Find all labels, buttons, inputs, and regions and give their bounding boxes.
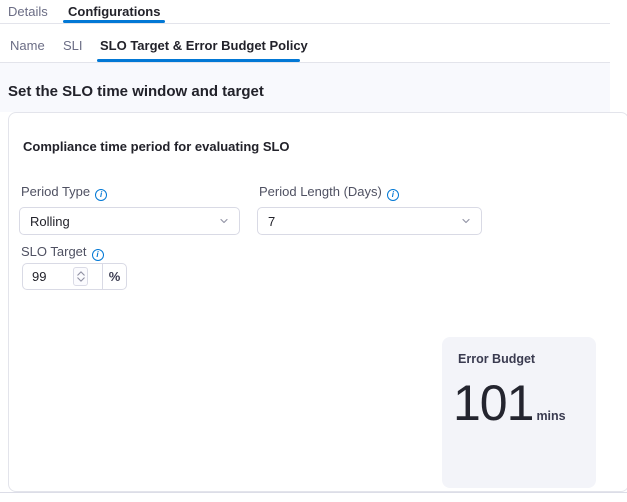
info-icon[interactable]: i	[91, 249, 104, 261]
error-budget-card: Error Budget 101 mins	[442, 337, 596, 488]
period-type-select[interactable]: Rolling	[19, 207, 240, 235]
period-length-label-text: Period Length (Days)	[259, 184, 382, 199]
error-budget-value-row: 101 mins	[453, 363, 566, 443]
error-budget-value: 101	[453, 375, 534, 431]
compliance-heading: Compliance time period for evaluating SL…	[23, 139, 290, 154]
error-budget-label: Error Budget	[458, 352, 536, 366]
number-stepper[interactable]	[73, 267, 88, 286]
slo-target-input[interactable]	[23, 269, 71, 284]
error-budget-unit: mins	[536, 409, 566, 423]
section-heading-band	[0, 63, 610, 112]
tab-sli[interactable]: SLI	[63, 38, 83, 53]
info-icon[interactable]: i	[386, 189, 399, 201]
caret-down-icon	[76, 277, 85, 282]
slo-target-input-group: %	[22, 263, 127, 290]
active-tab-indicator-secondary	[97, 59, 300, 62]
page-title: Set the SLO time window and target	[8, 83, 264, 100]
chevron-down-icon	[460, 215, 472, 227]
active-tab-indicator-primary	[63, 20, 165, 23]
info-icon[interactable]: i	[95, 189, 108, 201]
period-length-label: Period Length (Days) i	[259, 184, 399, 201]
tab-name[interactable]: Name	[10, 38, 45, 53]
bottom-divider	[0, 492, 627, 493]
subtab-row-divider	[0, 62, 610, 63]
slo-time-window-card: Compliance time period for evaluating SL…	[8, 112, 627, 492]
percent-suffix: %	[102, 264, 126, 289]
slo-target-label-text: SLO Target	[21, 244, 87, 259]
tab-slo-target-error-budget-policy[interactable]: SLO Target & Error Budget Policy	[100, 38, 308, 53]
slo-target-number-cell	[23, 264, 102, 289]
slo-target-label: SLO Target i	[21, 244, 104, 261]
period-length-select[interactable]: 7	[257, 207, 482, 235]
tab-details[interactable]: Details	[8, 4, 48, 19]
caret-up-icon	[76, 271, 85, 276]
period-type-label: Period Type i	[21, 184, 108, 201]
tab-row-divider	[0, 23, 610, 24]
period-type-label-text: Period Type	[21, 184, 91, 199]
period-length-value: 7	[268, 213, 276, 229]
chevron-down-icon	[218, 215, 230, 227]
period-type-value: Rolling	[30, 213, 70, 229]
tab-configurations[interactable]: Configurations	[68, 4, 161, 19]
